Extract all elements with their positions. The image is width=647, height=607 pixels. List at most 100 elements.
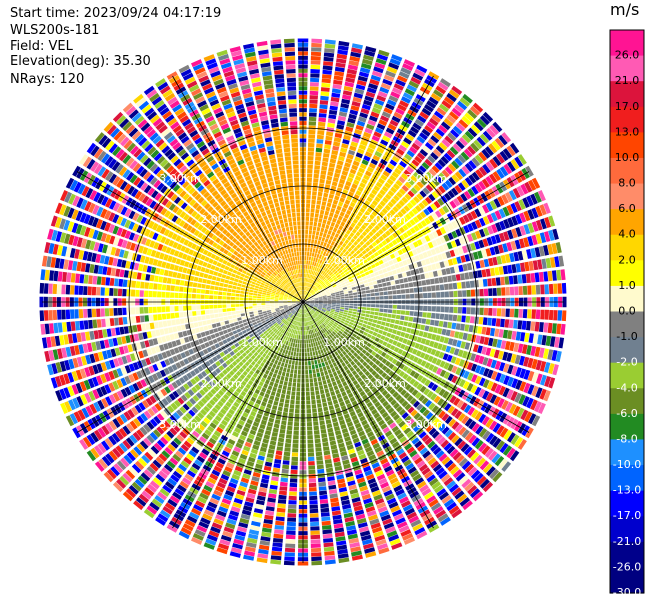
gate-3890	[251, 516, 262, 523]
gate-3080	[342, 381, 348, 387]
gate-2877	[456, 493, 468, 504]
gate-943	[434, 162, 443, 171]
gate-1030	[338, 269, 343, 274]
gate-4182	[213, 465, 223, 473]
gate-3582	[309, 487, 317, 492]
gate-286	[341, 98, 351, 105]
gate-680	[350, 222, 356, 228]
gate-4038	[270, 377, 276, 383]
gate-1882	[401, 305, 406, 310]
gate-1751	[353, 298, 358, 301]
gate-2634	[484, 447, 494, 458]
gate-996	[419, 190, 427, 198]
gate-4924	[280, 309, 285, 313]
gate-4271	[272, 344, 277, 349]
gate-3681	[295, 396, 300, 401]
gate-4328	[277, 332, 282, 337]
gate-833	[446, 114, 457, 124]
gate-3787	[296, 334, 299, 339]
gate-4444	[286, 316, 290, 321]
gate-4932	[248, 323, 254, 328]
gate-2111	[351, 314, 357, 318]
gate-4428	[163, 463, 174, 473]
gate-3062	[308, 312, 311, 316]
gate-4747	[271, 319, 276, 323]
gate-3259	[327, 382, 333, 388]
gate-3387	[325, 419, 332, 425]
gate-1793	[535, 284, 541, 295]
gate-3117	[412, 523, 424, 532]
gate-3333	[338, 442, 345, 449]
gate-816	[400, 172, 409, 181]
gate-4949	[180, 352, 187, 359]
gate-4952	[168, 357, 175, 365]
gate-4053	[246, 437, 254, 444]
gate-1533	[443, 260, 450, 267]
gate-201	[315, 204, 321, 210]
gate-2468	[334, 321, 339, 326]
gate-4631	[259, 333, 265, 338]
gate-4958	[144, 367, 151, 376]
gate-4113	[239, 434, 247, 441]
gate-3456	[324, 459, 332, 464]
gate-2018	[468, 325, 474, 333]
gate-847	[324, 273, 329, 278]
gate-3906	[293, 329, 297, 334]
gate-2981	[398, 452, 407, 460]
gate-913	[344, 256, 349, 261]
gate-4109	[246, 418, 253, 425]
gate-3272	[344, 436, 351, 442]
gate-4174	[230, 435, 238, 442]
gate-267	[325, 179, 332, 185]
gate-2245	[406, 339, 412, 346]
gate-2016	[460, 323, 465, 331]
gate-1893	[449, 306, 454, 313]
gate-4633	[252, 338, 258, 343]
gate-2286	[329, 313, 334, 316]
gate-3121	[305, 308, 308, 313]
gate-4408	[220, 397, 227, 404]
gate-4049	[252, 421, 260, 428]
gate-3268	[339, 419, 346, 426]
gate-3771	[274, 525, 284, 530]
gate-4904	[124, 386, 132, 396]
gate-1978	[556, 323, 562, 335]
gate-4503	[288, 313, 292, 317]
gate-4654	[180, 394, 188, 402]
gate-3181	[305, 308, 308, 313]
gate-2023	[490, 327, 496, 337]
gate-1147	[330, 281, 335, 285]
gate-4626	[276, 319, 281, 324]
gate-2240	[386, 332, 392, 338]
gate-1054	[418, 202, 426, 210]
gate-1442	[314, 296, 318, 299]
gate-4604	[153, 429, 162, 438]
gate-491	[322, 251, 327, 257]
gate-2848	[379, 397, 386, 404]
gate-805	[371, 210, 378, 217]
gate-2338	[534, 401, 542, 413]
gate-2679	[428, 414, 437, 423]
gate-4936	[232, 330, 238, 335]
gate-100	[308, 121, 317, 126]
gate-4535	[188, 409, 196, 417]
gate-1173	[424, 217, 431, 225]
gate-2022	[485, 327, 491, 336]
gate-3438	[314, 381, 318, 387]
gate-716	[433, 89, 444, 98]
gate-2274	[523, 382, 531, 394]
gate-4728	[126, 423, 135, 433]
gate-1099	[371, 247, 377, 254]
gate-1110	[409, 219, 416, 226]
gate-3539	[324, 559, 336, 565]
gate-431	[320, 250, 324, 255]
gate-1703	[405, 288, 410, 294]
gate-3227	[373, 494, 383, 501]
gate-4951	[172, 355, 179, 363]
gate-4066	[225, 490, 235, 497]
gate-4576	[245, 349, 251, 355]
gate-3104	[387, 473, 397, 481]
gate-4507	[276, 325, 280, 329]
gate-1091	[343, 268, 348, 273]
gate-4262	[294, 311, 297, 316]
